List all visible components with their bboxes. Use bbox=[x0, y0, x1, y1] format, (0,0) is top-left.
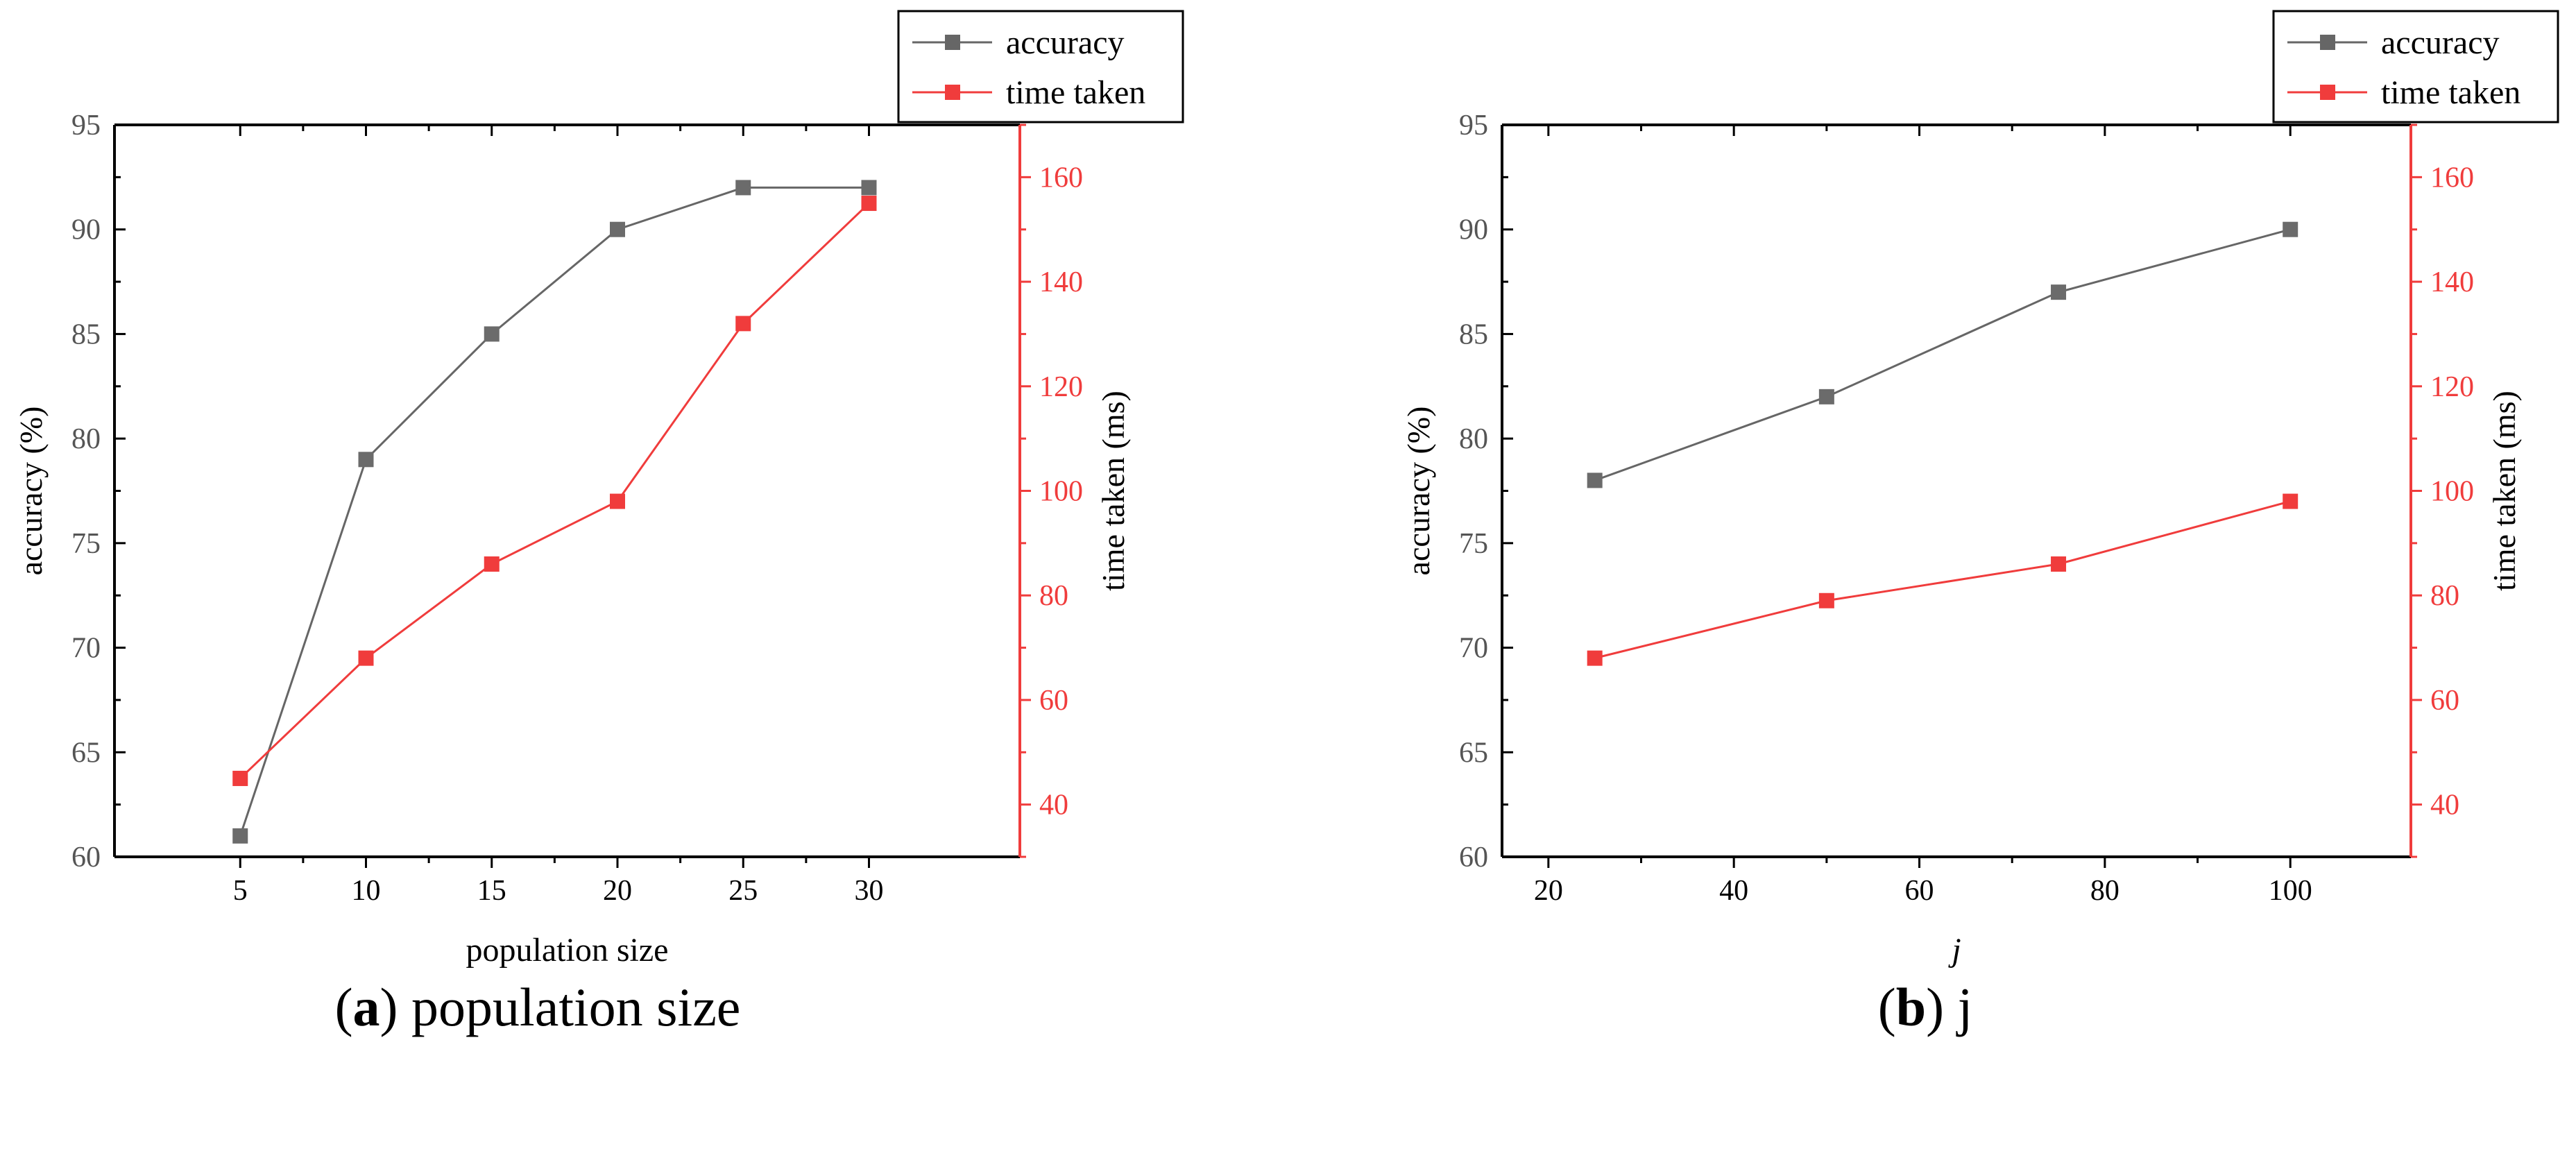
x-tick-label: 100 bbox=[2269, 875, 2312, 907]
time-taken-point bbox=[1587, 650, 1603, 666]
x-tick-label: 40 bbox=[1719, 875, 1748, 907]
y-tick-label: 80 bbox=[1459, 423, 1488, 455]
accuracy-point bbox=[358, 452, 374, 468]
accuracy-point bbox=[735, 180, 751, 196]
y-tick-label: 95 bbox=[1459, 110, 1488, 142]
y2-tick-label: 80 bbox=[1039, 580, 1068, 612]
y2-tick-label: 80 bbox=[2430, 580, 2459, 612]
y2-tick-label: 100 bbox=[1039, 476, 1083, 508]
x-tick-label: 30 bbox=[855, 875, 884, 907]
y-tick-label: 65 bbox=[1459, 737, 1488, 769]
y2-axis-label: time taken (ms) bbox=[2487, 391, 2522, 591]
legend-marker bbox=[2320, 35, 2335, 50]
panel-caption: (b) j bbox=[1878, 977, 1973, 1037]
y-axis-label: accuracy (%) bbox=[1401, 407, 1436, 576]
y-tick-label: 70 bbox=[71, 633, 101, 665]
x-tick-label: 10 bbox=[352, 875, 381, 907]
y2-tick-label: 120 bbox=[1039, 371, 1083, 403]
time-taken-point bbox=[610, 493, 625, 509]
y-tick-label: 75 bbox=[1459, 528, 1488, 560]
legend-label: accuracy bbox=[2381, 24, 2500, 61]
y2-tick-label: 140 bbox=[1039, 266, 1083, 298]
y2-tick-label: 40 bbox=[1039, 790, 1068, 821]
caption-paren: ( bbox=[335, 977, 353, 1037]
x-tick-label: 25 bbox=[728, 875, 758, 907]
caption-paren: ) bbox=[1926, 977, 1957, 1037]
y2-tick-label: 60 bbox=[1039, 685, 1068, 717]
legend-marker bbox=[2320, 85, 2335, 100]
y2-tick-label: 160 bbox=[2430, 162, 2474, 194]
x-tick-label: 20 bbox=[603, 875, 632, 907]
legend-label: time taken bbox=[1006, 74, 1145, 111]
x-axis-label: population size bbox=[466, 932, 669, 969]
accuracy-point bbox=[484, 326, 500, 342]
accuracy-point bbox=[610, 221, 625, 237]
legend-marker bbox=[945, 35, 960, 50]
time-taken-point bbox=[484, 556, 500, 572]
x-tick-label: 80 bbox=[2090, 875, 2119, 907]
caption-label: b bbox=[1896, 977, 1926, 1037]
y-tick-label: 80 bbox=[71, 423, 101, 455]
y-axis-label: accuracy (%) bbox=[13, 407, 49, 576]
y2-axis-label: time taken (ms) bbox=[1095, 391, 1131, 591]
accuracy-point bbox=[2051, 284, 2067, 300]
time-taken-point bbox=[735, 316, 751, 332]
legend-box bbox=[897, 10, 1184, 123]
y2-tick-label: 120 bbox=[2430, 371, 2474, 403]
time-taken-point bbox=[232, 770, 248, 786]
y2-tick-label: 100 bbox=[2430, 476, 2474, 508]
panel-b: 60 65 70 75 80 85 90 95 40 60 80 100 120 140 160 20 40 60… bbox=[1401, 10, 2559, 1037]
x-tick-label: 60 bbox=[1905, 875, 1934, 907]
accuracy-line bbox=[1594, 228, 2291, 481]
y2-tick-label: 140 bbox=[2430, 266, 2474, 298]
y-tick-label: 85 bbox=[71, 318, 101, 350]
y2-tick-label: 60 bbox=[2430, 685, 2459, 717]
accuracy-line bbox=[239, 186, 869, 837]
time-taken-point bbox=[2283, 493, 2298, 509]
time-taken-line bbox=[1594, 500, 2291, 660]
x-tick-label: 15 bbox=[477, 875, 506, 907]
legend: accuracy time taken bbox=[897, 10, 1184, 123]
legend-label: accuracy bbox=[1006, 24, 1125, 61]
y-tick-label: 60 bbox=[71, 842, 101, 873]
caption-text: population size bbox=[411, 977, 740, 1037]
y-tick-label: 70 bbox=[1459, 633, 1488, 665]
y2-tick-label: 160 bbox=[1039, 162, 1083, 194]
time-taken-point bbox=[2051, 556, 2067, 572]
caption-paren: ) bbox=[380, 977, 411, 1037]
legend-box bbox=[2272, 10, 2559, 123]
y-tick-label: 65 bbox=[71, 737, 101, 769]
y-tick-label: 95 bbox=[71, 110, 101, 142]
accuracy-point bbox=[232, 828, 248, 844]
accuracy-point bbox=[861, 180, 877, 196]
time-taken-point bbox=[358, 650, 374, 666]
y-tick-label: 90 bbox=[1459, 214, 1488, 246]
panel-caption: (a) population size bbox=[335, 977, 741, 1037]
caption-label: a bbox=[353, 977, 380, 1037]
time-taken-point bbox=[1818, 592, 1834, 608]
time-taken-line bbox=[239, 202, 870, 780]
y-tick-label: 90 bbox=[71, 214, 101, 246]
x-axis-label: j bbox=[1947, 932, 1961, 969]
y-tick-label: 60 bbox=[1459, 842, 1488, 873]
panel-a: 60 65 70 75 80 85 90 95 40 60 80 100 120 140 160 5 10 15 2… bbox=[13, 10, 1184, 1037]
x-tick-label: 20 bbox=[1534, 875, 1563, 907]
accuracy-point bbox=[2283, 221, 2298, 237]
legend: accuracy time taken bbox=[2272, 10, 2559, 123]
caption-text: j bbox=[1956, 977, 1973, 1037]
accuracy-point bbox=[1587, 472, 1603, 488]
y2-tick-label: 40 bbox=[2430, 790, 2459, 821]
legend-marker bbox=[945, 85, 960, 100]
y-tick-label: 75 bbox=[71, 528, 101, 560]
y-tick-label: 85 bbox=[1459, 318, 1488, 350]
time-taken-point bbox=[861, 196, 877, 212]
accuracy-point bbox=[1818, 389, 1834, 404]
legend-label: time taken bbox=[2381, 74, 2520, 111]
x-tick-label: 5 bbox=[233, 875, 248, 907]
caption-paren: ( bbox=[1878, 977, 1896, 1037]
